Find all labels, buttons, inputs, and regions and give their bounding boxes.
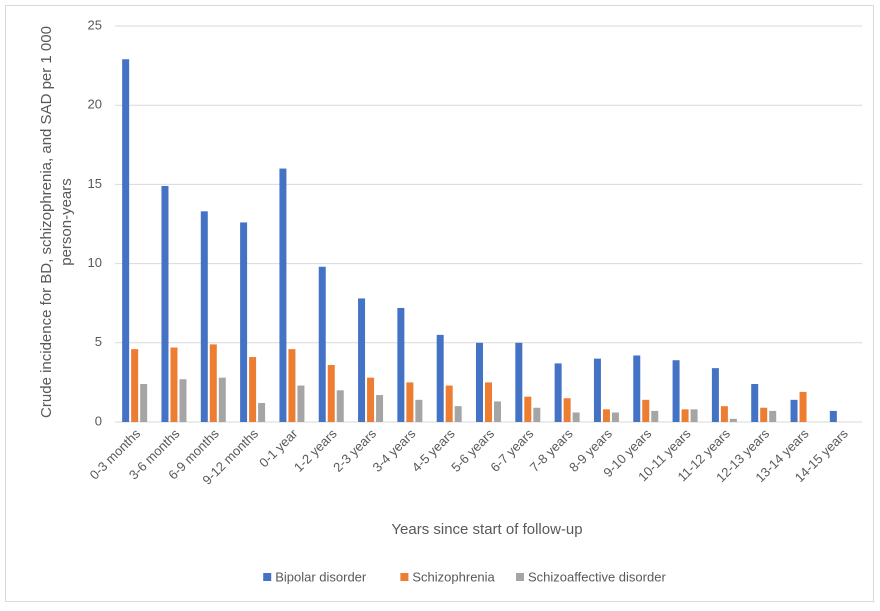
bar <box>367 377 375 422</box>
bar <box>720 406 728 422</box>
bar <box>790 399 798 422</box>
chart-border <box>5 5 874 602</box>
bar <box>554 363 562 422</box>
bar <box>445 385 453 422</box>
legend-swatch <box>516 573 524 581</box>
bar <box>681 409 689 422</box>
bar <box>563 398 571 422</box>
bar <box>131 349 139 422</box>
bar <box>454 406 462 422</box>
bar <box>397 307 405 422</box>
bar <box>436 334 444 422</box>
bar <box>415 399 423 422</box>
bar <box>690 409 698 422</box>
bar <box>633 355 641 422</box>
bar <box>642 399 650 422</box>
bar <box>602 409 610 422</box>
bar <box>161 185 169 422</box>
bar <box>376 395 384 422</box>
y-axis-title-line: Crude incidence for BD, schizophrenia, a… <box>38 26 55 418</box>
y-tick-label: 10 <box>88 255 102 270</box>
legend-label: Bipolar disorder <box>275 569 367 584</box>
bar <box>358 298 366 422</box>
x-axis-title: Years since start of follow-up <box>391 521 582 538</box>
y-axis-title: Crude incidence for BD, schizophrenia, a… <box>38 26 75 418</box>
bar <box>218 377 226 422</box>
y-tick-label: 15 <box>88 176 102 191</box>
bar <box>524 396 532 422</box>
bar <box>179 379 187 422</box>
bar <box>406 382 414 422</box>
bar <box>249 357 257 422</box>
bar <box>799 391 807 422</box>
bar <box>240 222 248 422</box>
bar <box>729 418 737 422</box>
legend-label: Schizoaffective disorder <box>528 569 666 584</box>
bar <box>288 349 296 422</box>
bar <box>760 407 768 422</box>
bar <box>494 401 501 422</box>
bar <box>829 410 837 422</box>
bar <box>122 59 130 422</box>
bar <box>170 347 178 422</box>
bar <box>140 383 148 422</box>
bar <box>318 266 326 422</box>
y-axis-title-line: person-years <box>58 178 75 266</box>
y-tick-label: 25 <box>88 17 102 32</box>
bar <box>751 383 759 422</box>
bar <box>651 410 659 422</box>
bar <box>711 368 719 422</box>
legend-swatch <box>263 573 272 581</box>
bar <box>485 382 492 422</box>
bar <box>279 168 287 422</box>
y-tick-label: 0 <box>95 413 102 428</box>
bar <box>672 360 680 422</box>
bar <box>769 410 777 422</box>
bar <box>515 342 523 422</box>
y-tick-label: 5 <box>95 334 102 349</box>
bar <box>611 412 619 422</box>
y-tick-label: 20 <box>88 97 102 112</box>
bar <box>476 342 483 422</box>
legend-swatch <box>400 573 409 581</box>
bar <box>200 211 208 422</box>
bar <box>297 385 305 422</box>
bar <box>533 407 541 422</box>
bar <box>258 402 266 422</box>
legend-label: Schizophrenia <box>412 569 495 584</box>
bar <box>593 358 601 422</box>
bar <box>209 344 217 422</box>
bar <box>327 364 335 422</box>
bar <box>572 412 580 422</box>
bar <box>336 390 344 422</box>
